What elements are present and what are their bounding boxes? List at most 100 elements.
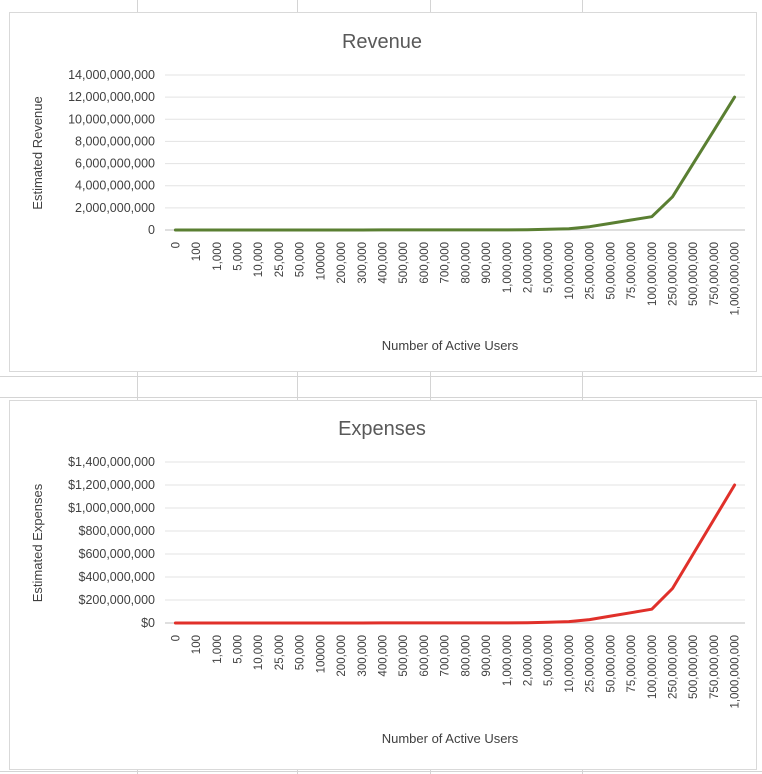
data-point[interactable] [485,228,488,231]
data-point[interactable] [671,587,674,590]
x-tick-label: 1,000,000,000 [730,242,742,316]
revenue-chart[interactable]: Revenue 0 2,000,000,000 4,000,000,000 6,000,… [9,12,757,372]
x-tick-label: 1,000 [212,635,224,664]
data-point[interactable] [319,228,322,231]
y-tick-label: $400,000,000 [79,570,156,584]
x-tick-label: 10,000 [253,242,265,277]
data-point[interactable] [609,222,612,225]
data-point[interactable] [588,225,591,228]
data-point[interactable] [340,228,343,231]
data-point[interactable] [588,618,591,621]
data-point[interactable] [505,621,508,624]
x-tick-label: 1,000 [212,242,224,271]
x-tick-label: 100,000,000 [647,635,659,699]
data-point[interactable] [215,621,218,624]
data-point[interactable] [650,215,653,218]
x-tick-label: 200,000 [336,242,348,284]
chart-title: Revenue [342,31,422,53]
data-point[interactable] [257,228,260,231]
x-tick-label: 25,000 [274,242,286,277]
data-point[interactable] [360,228,363,231]
x-tick-label: 0 [170,635,182,641]
data-point[interactable] [236,228,239,231]
data-point[interactable] [733,484,736,487]
x-tick-label: 300,000 [357,635,369,677]
data-point[interactable] [402,228,405,231]
data-point[interactable] [609,615,612,618]
y-tick-label: 12,000,000,000 [68,90,155,104]
data-point[interactable] [443,228,446,231]
data-point[interactable] [464,228,467,231]
data-point[interactable] [277,228,280,231]
data-point[interactable] [422,228,425,231]
x-tick-label: 600,000 [419,242,431,284]
x-tick-label: 50,000 [295,242,307,277]
y-tick-label: $200,000,000 [79,593,156,607]
data-point[interactable] [340,621,343,624]
data-point[interactable] [733,96,736,99]
data-point[interactable] [174,229,177,232]
data-point[interactable] [298,228,301,231]
x-tick-label: 75,000,000 [626,635,638,693]
y-tick-label: 6,000,000,000 [75,157,155,171]
x-tick-label: 50,000,000 [605,242,617,300]
data-point[interactable] [630,611,633,614]
data-point[interactable] [567,620,570,623]
y-tick-label: $600,000,000 [79,547,156,561]
x-tick-label: 1,000,000,000 [730,635,742,709]
x-tick-label: 700,000 [440,635,452,677]
data-point[interactable] [671,195,674,198]
data-point[interactable] [381,228,384,231]
x-tick-label: 750,000,000 [709,635,721,699]
data-point[interactable] [567,227,570,230]
data-point[interactable] [712,518,715,521]
y-tick-label: $1,400,000,000 [68,455,155,469]
data-point[interactable] [526,621,529,624]
series-line[interactable] [173,483,737,625]
data-point[interactable] [464,621,467,624]
y-axis-title: Estimated Revenue [30,96,45,209]
x-tick-label: 100,000,000 [647,242,659,306]
data-point[interactable] [215,228,218,231]
data-point[interactable] [422,621,425,624]
y-tick-label: 14,000,000,000 [68,68,155,82]
x-tick-label: 10,000,000 [564,242,576,300]
series-line[interactable] [173,95,737,232]
y-tick-label: $1,000,000,000 [68,501,155,515]
data-point[interactable] [505,228,508,231]
data-point[interactable] [277,621,280,624]
data-point[interactable] [650,608,653,611]
data-point[interactable] [547,228,550,231]
x-tick-label: 10,000,000 [564,635,576,693]
data-point[interactable] [236,621,239,624]
x-tick-label: 100 [191,242,203,261]
data-point[interactable] [485,621,488,624]
x-tick-label: 900,000 [481,635,493,677]
expenses-chart[interactable]: Expenses $0 $200,000,000 $400,000,000 $600,0… [9,400,757,770]
data-point[interactable] [692,162,695,165]
data-point[interactable] [195,228,198,231]
x-tick-label: 2,000,000 [523,635,535,686]
y-tick-label: 2,000,000,000 [75,201,155,215]
data-point[interactable] [526,228,529,231]
data-point[interactable] [319,621,322,624]
data-point[interactable] [381,621,384,624]
x-tick-label: 500,000,000 [688,635,700,699]
x-tick-label: 500,000,000 [688,242,700,306]
data-point[interactable] [195,622,198,625]
data-point[interactable] [257,621,260,624]
x-axis-title: Number of Active Users [382,731,519,746]
data-point[interactable] [712,129,715,132]
x-tick-label: 500,000 [398,242,410,284]
y-tick-label: 0 [148,223,155,237]
data-point[interactable] [360,621,363,624]
data-point[interactable] [547,621,550,624]
data-point[interactable] [443,621,446,624]
data-point[interactable] [692,553,695,556]
data-point[interactable] [630,219,633,222]
data-point[interactable] [174,622,177,625]
data-point[interactable] [402,621,405,624]
x-tick-label: 5,000,000 [543,242,555,293]
data-point[interactable] [298,621,301,624]
y-tick-label: 8,000,000,000 [75,134,155,148]
